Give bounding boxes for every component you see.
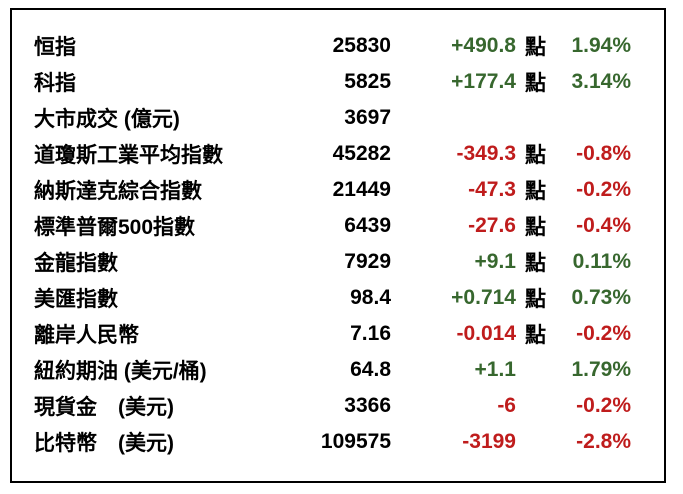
instrument-change: +1.1 — [474, 358, 516, 381]
instrument-value: 25830 — [332, 34, 391, 57]
table-row: 道瓊斯工業平均指數 45282 -349.3 點 -0.8% — [12, 136, 664, 172]
points-unit-label: 點 — [525, 216, 546, 239]
instrument-value: 98.4 — [350, 286, 391, 309]
instrument-percent: -2.8% — [576, 430, 631, 453]
table-row: 紐約期油 (美元/桶) 64.8 +1.1 1.79% — [12, 352, 664, 388]
instrument-percent: 1.94% — [571, 34, 631, 57]
instrument-name: 科指 — [34, 72, 76, 95]
table-row: 恒指 25830 +490.8 點 1.94% — [12, 28, 664, 64]
instrument-value: 3366 — [344, 394, 391, 417]
instrument-change: -27.6 — [468, 214, 516, 237]
instrument-change: -349.3 — [456, 142, 516, 165]
instrument-name: 紐約期油 (美元/桶) — [34, 360, 207, 383]
instrument-name: 恒指 — [34, 36, 76, 59]
points-unit-label: 點 — [525, 36, 546, 59]
instrument-value: 6439 — [344, 214, 391, 237]
points-unit-label: 點 — [525, 288, 546, 311]
instrument-percent: 0.73% — [571, 286, 631, 309]
instrument-name: 金龍指數 — [34, 252, 118, 275]
instrument-percent: 1.79% — [571, 358, 631, 381]
instrument-value: 64.8 — [350, 358, 391, 381]
instrument-value: 109575 — [320, 430, 391, 453]
table-row: 科指 5825 +177.4 點 3.14% — [12, 64, 664, 100]
instrument-name: 大市成交 (億元) — [34, 108, 180, 131]
instrument-name: 離岸人民幣 — [34, 324, 139, 347]
instrument-change: -0.014 — [456, 322, 516, 345]
points-unit-label: 點 — [525, 144, 546, 167]
instrument-value: 7.16 — [350, 322, 391, 345]
instrument-name: 現貨金 (美元) — [34, 396, 174, 419]
instrument-name: 美匯指數 — [34, 288, 118, 311]
instrument-percent: -0.2% — [576, 394, 631, 417]
market-table: 恒指 25830 +490.8 點 1.94% 科指 5825 +177.4 點… — [12, 10, 664, 460]
instrument-name: 比特幣 (美元) — [34, 432, 174, 455]
instrument-percent: -0.8% — [576, 142, 631, 165]
instrument-change: -47.3 — [468, 178, 516, 201]
table-row: 離岸人民幣 7.16 -0.014 點 -0.2% — [12, 316, 664, 352]
points-unit-label: 點 — [525, 252, 546, 275]
instrument-value: 7929 — [344, 250, 391, 273]
points-unit-label: 點 — [525, 180, 546, 203]
instrument-change: +177.4 — [451, 70, 516, 93]
instrument-value: 3697 — [344, 106, 391, 129]
instrument-name: 標準普爾500指數 — [34, 216, 196, 239]
points-unit-label: 點 — [525, 72, 546, 95]
table-row: 比特幣 (美元) 109575 -3199 -2.8% — [12, 424, 664, 460]
instrument-percent: -0.2% — [576, 322, 631, 345]
instrument-name: 道瓊斯工業平均指數 — [34, 144, 223, 167]
instrument-change: -3199 — [462, 430, 516, 453]
instrument-value: 45282 — [332, 142, 391, 165]
instrument-percent: -0.4% — [576, 214, 631, 237]
instrument-percent: 0.11% — [572, 250, 631, 273]
instrument-change: -6 — [497, 394, 516, 417]
instrument-change: +0.714 — [451, 286, 516, 309]
instrument-percent: -0.2% — [576, 178, 631, 201]
table-row: 美匯指數 98.4 +0.714 點 0.73% — [12, 280, 664, 316]
table-row: 金龍指數 7929 +9.1 點 0.11% — [12, 244, 664, 280]
table-row: 納斯達克綜合指數 21449 -47.3 點 -0.2% — [12, 172, 664, 208]
instrument-change: +490.8 — [451, 34, 516, 57]
instrument-name: 納斯達克綜合指數 — [34, 180, 202, 203]
instrument-value: 21449 — [332, 178, 391, 201]
instrument-percent: 3.14% — [571, 70, 631, 93]
market-summary-board: 恒指 25830 +490.8 點 1.94% 科指 5825 +177.4 點… — [10, 8, 666, 483]
table-row: 大市成交 (億元) 3697 — [12, 100, 664, 136]
instrument-value: 5825 — [344, 70, 391, 93]
instrument-change: +9.1 — [474, 250, 516, 273]
table-row: 現貨金 (美元) 3366 -6 -0.2% — [12, 388, 664, 424]
table-row: 標準普爾500指數 6439 -27.6 點 -0.4% — [12, 208, 664, 244]
points-unit-label: 點 — [525, 324, 546, 347]
